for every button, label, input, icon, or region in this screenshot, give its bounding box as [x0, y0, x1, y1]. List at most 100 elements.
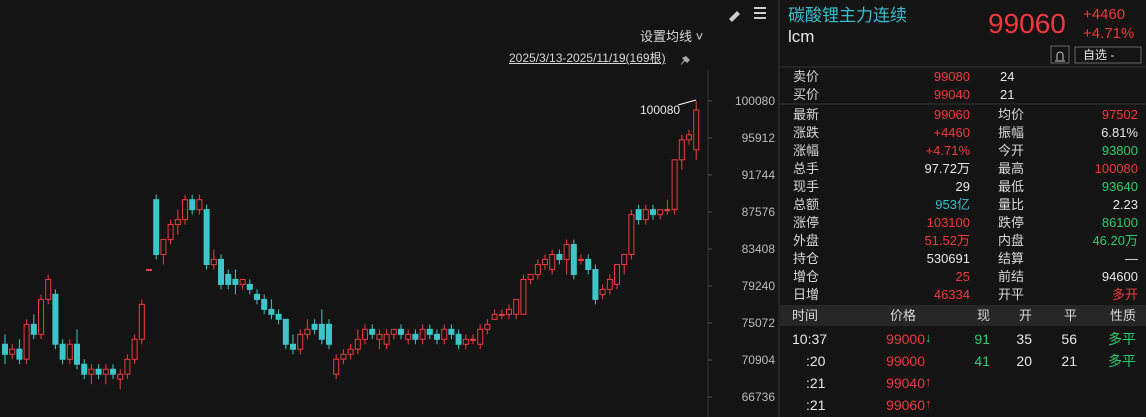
y-tick-label: 70904	[742, 353, 776, 367]
y-tick-label: 79240	[742, 279, 776, 293]
candle-body	[664, 209, 671, 212]
candle-body	[549, 253, 556, 270]
trade-cell: 35	[1016, 331, 1032, 347]
candle-body	[455, 333, 462, 345]
candle-body	[642, 209, 649, 221]
last-price: 99060	[988, 8, 1066, 39]
candle-body	[304, 328, 311, 335]
contract-code: lcm	[788, 27, 815, 46]
stat-value: 97502	[1101, 107, 1138, 122]
stat-label: 今开	[998, 143, 1025, 158]
candle-body	[434, 333, 440, 340]
candle-body	[520, 278, 527, 315]
candle-body	[426, 328, 433, 335]
stat-label: 结算	[998, 251, 1025, 266]
trade-cell: 99040	[886, 375, 925, 391]
candle-body	[131, 338, 138, 360]
candle-body	[9, 348, 16, 355]
stat-value: 953亿	[935, 197, 970, 212]
stat-label: 增仓	[793, 269, 820, 284]
stat-value: 多开	[1111, 287, 1138, 302]
stat-value: 46.20万	[1092, 233, 1138, 248]
stat-label: 涨跌	[793, 125, 820, 140]
candle-body	[318, 323, 325, 340]
candle-body	[693, 109, 700, 151]
stat-value: 51.52万	[924, 233, 970, 248]
stat-value: —	[1125, 251, 1138, 266]
candle-body	[23, 323, 30, 360]
candle-body	[102, 368, 109, 375]
candle-body	[261, 298, 268, 310]
candle-body	[498, 313, 505, 316]
candle-body	[95, 368, 102, 375]
stat-label: 最新	[793, 107, 820, 122]
stat-label: 前结	[998, 269, 1025, 284]
trade-cell: 21	[1061, 353, 1077, 369]
stat-value: 29	[955, 179, 970, 194]
trades-header: 平	[1063, 308, 1077, 323]
trade-cell: 99000	[886, 353, 925, 369]
candle-body	[347, 348, 354, 355]
candle-body	[311, 323, 318, 330]
candle-body	[203, 209, 210, 266]
watch-dropdown[interactable]: 自选 -	[1083, 48, 1115, 62]
candle-body	[585, 258, 592, 270]
candle-body	[606, 278, 613, 290]
book-label: 卖价	[793, 69, 820, 84]
stat-label: 持仓	[793, 251, 820, 266]
max-label: 100080	[640, 103, 681, 117]
stat-value: 94600	[1101, 269, 1138, 284]
candle-body	[239, 278, 246, 285]
candle-body	[333, 358, 340, 375]
candle-body	[210, 258, 217, 266]
pin-icon[interactable]	[681, 56, 690, 65]
candle-body	[628, 214, 635, 255]
draw-icon[interactable]	[729, 11, 740, 22]
candle-body	[506, 308, 512, 315]
trade-cell: 多平	[1108, 331, 1136, 347]
stat-label: 日增	[793, 287, 820, 302]
stat-value: 100080	[1094, 161, 1138, 176]
change: +4460	[1083, 6, 1126, 23]
candle-body	[578, 258, 584, 261]
candle-body	[398, 328, 404, 335]
stat-value: 103100	[926, 215, 970, 230]
book-price: 99080	[933, 69, 970, 84]
stat-value: 93640	[1101, 179, 1138, 194]
trade-cell: 41	[974, 353, 990, 369]
candle-body	[74, 343, 80, 365]
trade-cell: :20	[806, 353, 826, 369]
bell-box[interactable]	[1050, 45, 1070, 64]
candle-body	[383, 333, 390, 345]
trades-header: 性质	[1109, 308, 1136, 323]
y-tick-label: 83408	[742, 242, 776, 256]
candle-body	[182, 199, 188, 221]
candle-body	[146, 268, 152, 271]
stat-label: 振幅	[998, 125, 1025, 140]
ma-setting[interactable]: 设置均线 ˅	[640, 29, 704, 44]
bell-icon[interactable]	[1055, 51, 1065, 62]
candle-body	[52, 293, 59, 345]
trade-cell: 99060	[886, 397, 925, 413]
menu-icon[interactable]	[754, 7, 766, 19]
candle-body	[282, 318, 289, 345]
change-pct: +4.71%	[1083, 25, 1135, 42]
candle-body	[88, 368, 95, 375]
candle-body	[513, 298, 520, 315]
candle-body	[189, 199, 196, 211]
ma-setting-text[interactable]: 设置均线	[640, 29, 693, 44]
trades-header: 开	[1018, 308, 1032, 323]
range[interactable]: 2025/3/13-2025/11/19(169根)	[509, 51, 666, 65]
trade-arrow: ↑	[925, 396, 932, 411]
candle-body	[599, 288, 606, 295]
stat-label: 最高	[998, 161, 1025, 176]
stat-label: 开平	[998, 287, 1025, 302]
candle-body	[66, 343, 73, 360]
candle-body	[362, 328, 368, 340]
trade-cell: :21	[806, 375, 826, 391]
stat-label: 现手	[793, 179, 820, 194]
stat-label: 涨幅	[793, 143, 820, 158]
watch-box[interactable]	[1074, 46, 1142, 64]
candle-body	[621, 253, 628, 266]
